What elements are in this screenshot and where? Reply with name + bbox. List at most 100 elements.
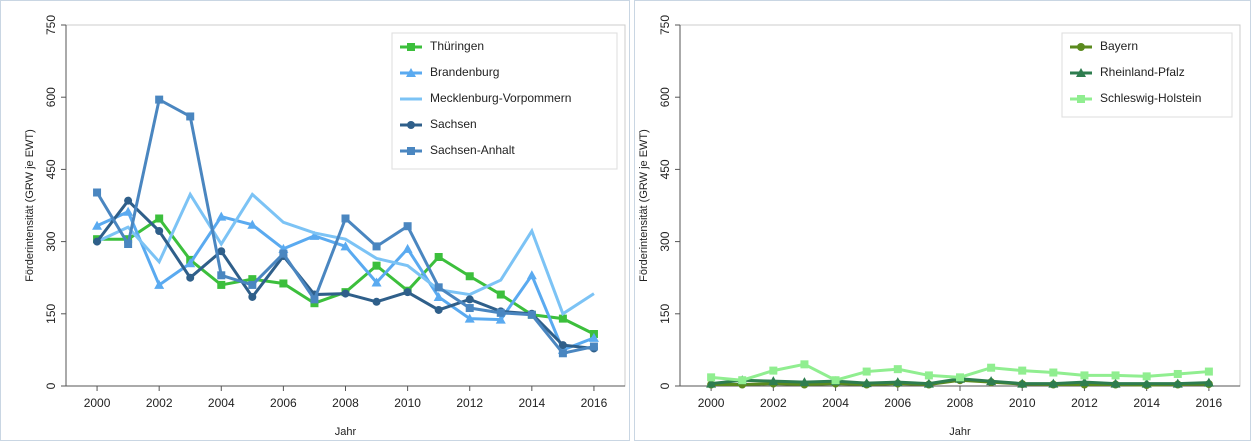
marker (738, 376, 747, 385)
legend-label: Sachsen (430, 117, 477, 131)
marker (1173, 369, 1182, 378)
marker (217, 271, 226, 280)
marker (526, 270, 537, 280)
marker (768, 376, 779, 386)
marker (892, 377, 903, 387)
marker (155, 227, 164, 236)
marker (247, 219, 258, 229)
y-tick-label: 0 (44, 382, 58, 389)
marker (1204, 367, 1213, 376)
marker (1076, 68, 1086, 77)
marker (1080, 371, 1089, 380)
marker (893, 365, 902, 374)
marker (1018, 366, 1027, 375)
marker (800, 360, 809, 369)
marker (341, 214, 350, 223)
marker (93, 237, 102, 246)
marker (434, 305, 443, 314)
marker (986, 376, 997, 386)
y-tick-label: 750 (44, 15, 58, 35)
x-tick-label: 2006 (884, 396, 911, 410)
marker (1110, 378, 1121, 388)
x-tick-label: 2010 (394, 396, 421, 410)
marker (406, 68, 416, 77)
x-tick-label: 2002 (146, 396, 173, 410)
marker (465, 295, 474, 304)
y-tick-label: 450 (44, 159, 58, 179)
marker (155, 214, 164, 223)
y-tick-label: 150 (658, 303, 672, 323)
marker (495, 314, 506, 324)
marker (924, 371, 933, 380)
marker (92, 220, 103, 230)
marker (496, 308, 505, 317)
x-axis-label: Jahr (949, 426, 971, 438)
marker (923, 378, 934, 388)
marker (309, 230, 320, 240)
marker (124, 240, 133, 249)
y-tick-label: 150 (44, 303, 58, 323)
marker (371, 277, 382, 287)
y-tick-label: 450 (658, 159, 672, 179)
x-tick-label: 2008 (947, 396, 974, 410)
marker (186, 112, 195, 121)
marker (434, 253, 443, 262)
marker (527, 310, 536, 319)
x-tick-label: 2014 (1133, 396, 1160, 410)
x-tick-label: 2002 (760, 396, 787, 410)
marker (341, 289, 350, 298)
marker (862, 367, 871, 376)
marker (403, 288, 412, 297)
marker (93, 188, 102, 197)
marker (154, 279, 165, 289)
marker (407, 121, 415, 129)
x-tick-label: 2016 (1196, 396, 1223, 410)
legend-label: Schleswig-Holstein (1100, 91, 1201, 105)
x-tick-label: 2012 (456, 396, 483, 410)
marker (769, 366, 778, 375)
marker (433, 291, 444, 301)
marker (861, 378, 872, 388)
marker (987, 363, 996, 372)
marker (558, 314, 567, 323)
series-line (96, 191, 595, 317)
y-tick-label: 300 (658, 231, 672, 251)
marker (465, 304, 474, 313)
marker (1049, 368, 1058, 377)
y-axis-label: Förderintensität (GRW je EWT) (638, 129, 650, 282)
marker (558, 341, 567, 350)
marker (1077, 95, 1085, 103)
marker (340, 241, 351, 251)
marker (1048, 378, 1059, 388)
marker (465, 272, 474, 281)
y-tick-label: 0 (658, 382, 672, 389)
marker (588, 332, 599, 342)
marker (1079, 377, 1090, 387)
marker (372, 242, 381, 251)
marker (310, 295, 319, 304)
marker (1141, 378, 1152, 388)
x-tick-label: 2004 (208, 396, 235, 410)
legend (391, 32, 618, 170)
marker (279, 279, 288, 288)
marker (407, 147, 415, 155)
x-tick-label: 2014 (518, 396, 545, 410)
marker (123, 206, 134, 216)
marker (706, 378, 717, 388)
marker (464, 313, 475, 323)
marker (589, 342, 598, 351)
marker (186, 273, 195, 282)
marker (1017, 378, 1028, 388)
marker (124, 196, 133, 205)
legend-label: Thüringen (430, 39, 484, 53)
marker (279, 249, 288, 258)
marker (216, 211, 227, 221)
y-tick-label: 750 (658, 15, 672, 35)
y-tick-label: 300 (44, 231, 58, 251)
legend-label: Rheinland-Pfalz (1100, 65, 1185, 79)
x-tick-label: 2000 (84, 396, 111, 410)
x-tick-label: 2006 (270, 396, 297, 410)
y-tick-label: 600 (658, 87, 672, 107)
marker (1172, 378, 1183, 388)
